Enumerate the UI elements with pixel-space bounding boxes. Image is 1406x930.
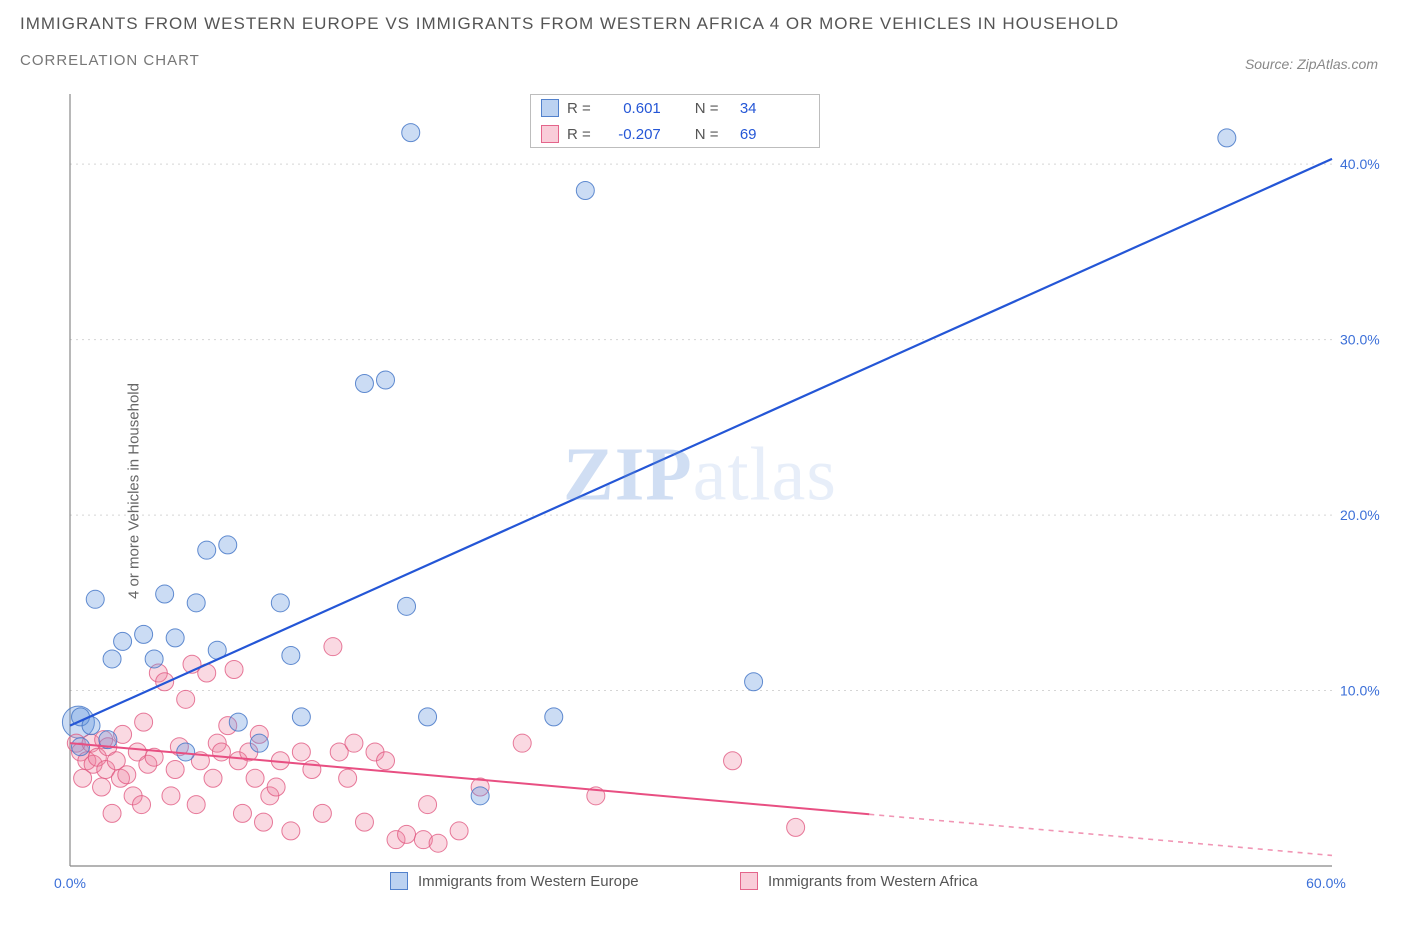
- scatter-point-blue: [1218, 129, 1236, 147]
- series-label-africa: Immigrants from Western Africa: [768, 873, 978, 890]
- scatter-point-pink: [118, 766, 136, 784]
- scatter-point-pink: [156, 673, 174, 691]
- scatter-point-pink: [429, 834, 447, 852]
- trend-line-pink-extrapolated: [869, 814, 1332, 855]
- scatter-point-pink: [398, 825, 416, 843]
- trend-line-blue: [70, 159, 1332, 726]
- scatter-point-pink: [313, 804, 331, 822]
- r-label: R =: [567, 100, 591, 117]
- x-tick-label: 60.0%: [1306, 875, 1346, 891]
- scatter-point-blue: [72, 738, 90, 756]
- scatter-point-blue: [402, 124, 420, 142]
- correlation-legend-row: R = 0.601 N = 34: [531, 95, 819, 121]
- scatter-point-pink: [339, 769, 357, 787]
- x-tick-label: 0.0%: [54, 875, 86, 891]
- scatter-point-pink: [177, 690, 195, 708]
- scatter-point-pink: [187, 796, 205, 814]
- scatter-point-blue: [250, 734, 268, 752]
- series-legend-africa: Immigrants from Western Africa: [740, 872, 978, 890]
- scatter-point-blue: [187, 594, 205, 612]
- r-label: R =: [567, 126, 591, 143]
- scatter-point-pink: [419, 796, 437, 814]
- scatter-point-pink: [292, 743, 310, 761]
- r-value: -0.207: [599, 126, 661, 143]
- scatter-point-blue: [219, 536, 237, 554]
- scatter-point-pink: [133, 796, 151, 814]
- scatter-point-blue: [135, 625, 153, 643]
- y-tick-label: 10.0%: [1340, 683, 1380, 699]
- scatter-point-blue: [114, 632, 132, 650]
- swatch-pink-icon: [740, 872, 758, 890]
- scatter-point-pink: [513, 734, 531, 752]
- title-block: IMMIGRANTS FROM WESTERN EUROPE VS IMMIGR…: [20, 14, 1119, 69]
- scatter-point-blue: [471, 787, 489, 805]
- scatter-point-pink: [246, 769, 264, 787]
- scatter-point-blue: [419, 708, 437, 726]
- scatter-point-pink: [267, 778, 285, 796]
- chart-subtitle: CORRELATION CHART: [20, 52, 1119, 69]
- scatter-point-pink: [345, 734, 363, 752]
- scatter-point-blue: [377, 371, 395, 389]
- scatter-point-pink: [282, 822, 300, 840]
- scatter-point-pink: [324, 638, 342, 656]
- scatter-point-blue: [86, 590, 104, 608]
- correlation-legend: R = 0.601 N = 34 R = -0.207 N = 69: [530, 94, 820, 148]
- correlation-legend-row: R = -0.207 N = 69: [531, 121, 819, 147]
- swatch-blue-icon: [390, 872, 408, 890]
- scatter-point-pink: [355, 813, 373, 831]
- n-label: N =: [695, 126, 719, 143]
- scatter-point-blue: [229, 713, 247, 731]
- scatter-point-blue: [198, 541, 216, 559]
- scatter-point-blue: [166, 629, 184, 647]
- scatter-point-pink: [103, 804, 121, 822]
- scatter-point-pink: [724, 752, 742, 770]
- swatch-pink-icon: [541, 125, 559, 143]
- scatter-point-pink: [166, 761, 184, 779]
- scatter-point-pink: [225, 660, 243, 678]
- chart-area: 4 or more Vehicles in Household 10.0% 20.…: [20, 86, 1380, 896]
- series-label-europe: Immigrants from Western Europe: [418, 873, 639, 890]
- scatter-point-pink: [204, 769, 222, 787]
- y-tick-label: 40.0%: [1340, 156, 1380, 172]
- scatter-point-blue: [292, 708, 310, 726]
- n-value: 34: [727, 100, 757, 117]
- scatter-point-pink: [212, 743, 230, 761]
- scatter-point-pink: [255, 813, 273, 831]
- scatter-point-pink: [162, 787, 180, 805]
- n-value: 69: [727, 126, 757, 143]
- scatter-point-blue: [545, 708, 563, 726]
- scatter-point-blue: [282, 646, 300, 664]
- scatter-point-blue: [576, 182, 594, 200]
- scatter-point-blue: [398, 597, 416, 615]
- scatter-point-pink: [377, 752, 395, 770]
- series-legend-europe: Immigrants from Western Europe: [390, 872, 639, 890]
- scatter-point-blue: [745, 673, 763, 691]
- y-tick-label: 30.0%: [1340, 332, 1380, 348]
- scatter-point-pink: [93, 778, 111, 796]
- scatter-point-pink: [233, 804, 251, 822]
- chart-title: IMMIGRANTS FROM WESTERN EUROPE VS IMMIGR…: [20, 14, 1119, 34]
- source-attribution: Source: ZipAtlas.com: [1245, 56, 1378, 72]
- y-axis-label: 4 or more Vehicles in Household: [125, 383, 142, 599]
- scatter-point-blue: [145, 650, 163, 668]
- swatch-blue-icon: [541, 99, 559, 117]
- scatter-point-blue: [156, 585, 174, 603]
- n-label: N =: [695, 100, 719, 117]
- y-tick-label: 20.0%: [1340, 507, 1380, 523]
- r-value: 0.601: [599, 100, 661, 117]
- scatter-point-blue: [271, 594, 289, 612]
- scatter-point-blue: [355, 375, 373, 393]
- scatter-point-pink: [135, 713, 153, 731]
- scatter-point-blue: [103, 650, 121, 668]
- scatter-point-pink: [787, 818, 805, 836]
- scatter-plot: 10.0% 20.0% 30.0% 40.0% 0.0% 60.0%: [20, 86, 1380, 896]
- scatter-point-pink: [450, 822, 468, 840]
